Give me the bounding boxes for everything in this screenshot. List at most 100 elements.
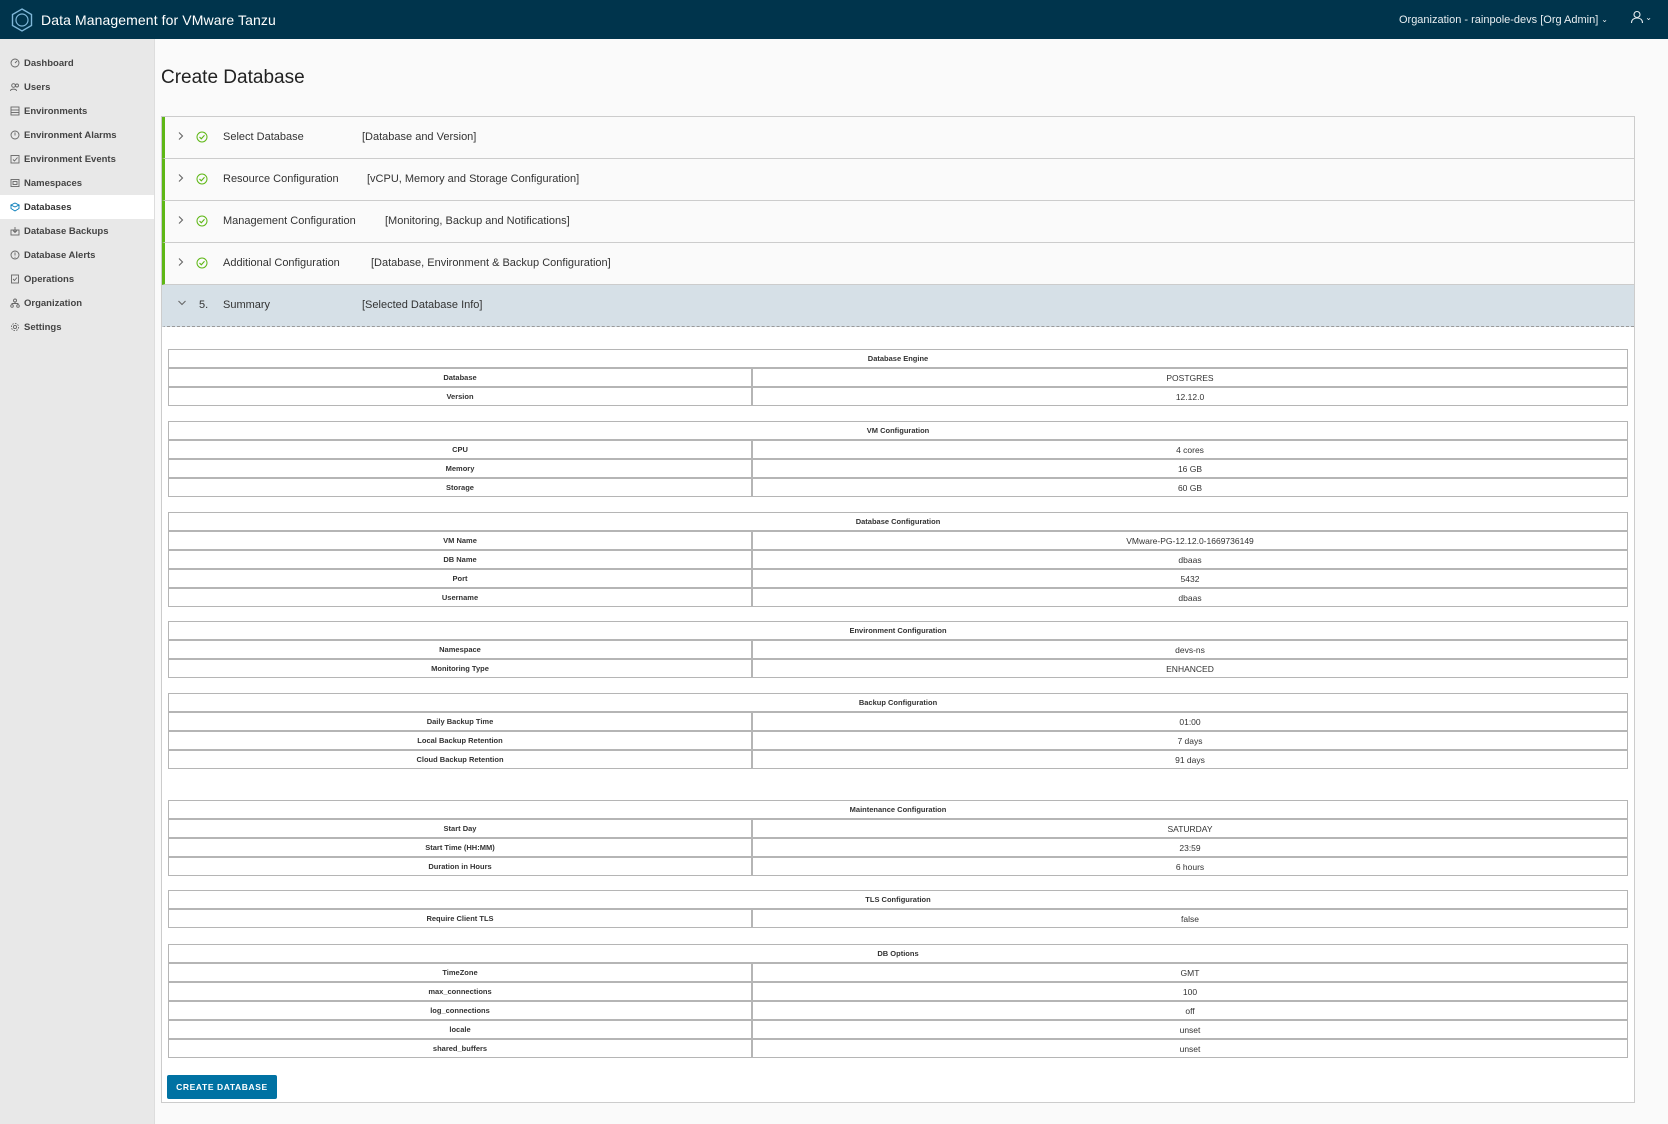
sidebar-item-label: Users: [24, 81, 51, 93]
tls-configuration-table: TLS Configuration Require Client TLS fals…: [168, 890, 1628, 928]
organization-selector[interactable]: Organization - rainpole-devs [Org Admin]…: [1399, 0, 1608, 39]
check-circle-icon: [196, 215, 208, 227]
chevron-right-icon: [178, 216, 184, 224]
table-row: log_connections off: [168, 1001, 1628, 1020]
table-row: Start Time (HH:MM) 23:59: [168, 838, 1628, 857]
row-label: log_connections: [168, 1001, 752, 1020]
row-label: Start Day: [168, 819, 752, 838]
create-database-stepper: Select Database [Database and Version] R…: [161, 116, 1635, 1103]
table-row: Namespace devs-ns: [168, 640, 1628, 659]
table-row: Start Day SATURDAY: [168, 819, 1628, 838]
table-row: Duration in Hours 6 hours: [168, 857, 1628, 876]
row-value: 4 cores: [752, 440, 1628, 459]
user-icon: [1631, 10, 1644, 24]
row-value: 91 days: [752, 750, 1628, 769]
check-circle-icon: [196, 257, 208, 269]
table-row: Storage 60 GB: [168, 478, 1628, 497]
table-row: CPU 4 cores: [168, 440, 1628, 459]
db-options-table: DB Options TimeZone GMT max_connections 10…: [168, 944, 1628, 1058]
sidebar-item-organization[interactable]: Organization: [0, 291, 154, 315]
row-value: 01:00: [752, 712, 1628, 731]
chevron-right-icon: [178, 174, 184, 182]
table-row: Database POSTGRES: [168, 368, 1628, 387]
row-label: max_connections: [168, 982, 752, 1001]
sidebar-item-settings[interactable]: Settings: [0, 315, 154, 339]
row-label: Version: [168, 387, 752, 406]
sidebar-item-database-alerts[interactable]: Database Alerts: [0, 243, 154, 267]
sidebar-item-label: Environment Alarms: [24, 129, 117, 141]
alarm-icon: [10, 130, 20, 140]
gear-icon: [10, 322, 20, 332]
row-label: Require Client TLS: [168, 909, 752, 928]
sidebar-item-label: Database Alerts: [24, 249, 96, 261]
sidebar-item-namespaces[interactable]: Namespaces: [0, 171, 154, 195]
step-description: [Database and Version]: [362, 131, 477, 143]
table-row: Username dbaas: [168, 588, 1628, 607]
row-value: ENHANCED: [752, 659, 1628, 678]
sidebar-item-label: Operations: [24, 273, 75, 285]
maintenance-configuration-table: Maintenance Configuration Start Day SATUR…: [168, 800, 1628, 876]
database-icon: [10, 202, 20, 212]
namespace-icon: [10, 179, 20, 187]
table-row: Daily Backup Time 01:00: [168, 712, 1628, 731]
step-title: Management Configuration: [223, 215, 356, 227]
step-select-database[interactable]: Select Database [Database and Version]: [162, 117, 1634, 159]
table-header: Backup Configuration: [168, 693, 1628, 712]
row-value: unset: [752, 1039, 1628, 1058]
row-value: 12.12.0: [752, 387, 1628, 406]
table-header: Maintenance Configuration: [168, 800, 1628, 819]
sidebar-item-environment-events[interactable]: Environment Events: [0, 147, 154, 171]
row-value: 60 GB: [752, 478, 1628, 497]
sidebar-item-environment-alarms[interactable]: Environment Alarms: [0, 123, 154, 147]
step-title: Select Database: [223, 131, 304, 143]
step-resource-configuration[interactable]: Resource Configuration [vCPU, Memory and…: [162, 159, 1634, 201]
create-database-button[interactable]: CREATE DATABASE: [167, 1075, 277, 1099]
table-row: locale unset: [168, 1020, 1628, 1039]
sidebar-item-database-backups[interactable]: Database Backups: [0, 219, 154, 243]
sidebar-item-dashboard[interactable]: Dashboard: [0, 51, 154, 75]
user-menu[interactable]: ⌄: [1630, 10, 1652, 24]
row-value: GMT: [752, 963, 1628, 982]
row-label: Local Backup Retention: [168, 731, 752, 750]
table-row: TimeZone GMT: [168, 963, 1628, 982]
main-content: Create Database Select Database [Databas…: [161, 39, 1635, 1124]
row-value: 6 hours: [752, 857, 1628, 876]
table-header: DB Options: [168, 944, 1628, 963]
row-value: SATURDAY: [752, 819, 1628, 838]
sidebar-item-label: Dashboard: [24, 57, 74, 69]
sidebar-item-operations[interactable]: Operations: [0, 267, 154, 291]
sidebar-nav: Dashboard Users Environments Environment…: [0, 39, 155, 1124]
step-description: [Database, Environment & Backup Configur…: [371, 257, 611, 269]
app-title: Data Management for VMware Tanzu: [41, 11, 276, 28]
sidebar-item-label: Settings: [24, 321, 62, 333]
sidebar-item-databases[interactable]: Databases: [0, 195, 154, 219]
row-label: Memory: [168, 459, 752, 478]
step-additional-configuration[interactable]: Additional Configuration [Database, Envi…: [162, 243, 1634, 285]
backup-configuration-table: Backup Configuration Daily Backup Time 01…: [168, 693, 1628, 769]
events-icon: [10, 155, 20, 164]
table-row: Local Backup Retention 7 days: [168, 731, 1628, 750]
chevron-down-icon: ⌄: [1601, 15, 1608, 24]
row-label: Duration in Hours: [168, 857, 752, 876]
table-row: VM Name VMware-PG-12.12.0-1669736149: [168, 531, 1628, 550]
row-value: dbaas: [752, 550, 1628, 569]
row-label: Cloud Backup Retention: [168, 750, 752, 769]
table-header: VM Configuration: [168, 421, 1628, 440]
step-summary[interactable]: 5. Summary [Selected Database Info]: [162, 285, 1634, 327]
row-label: CPU: [168, 440, 752, 459]
sidebar-item-environments[interactable]: Environments: [0, 99, 154, 123]
table-row: max_connections 100: [168, 982, 1628, 1001]
sidebar-item-users[interactable]: Users: [0, 75, 154, 99]
operations-icon: [11, 274, 19, 284]
row-label: Storage: [168, 478, 752, 497]
step-management-configuration[interactable]: Management Configuration [Monitoring, Ba…: [162, 201, 1634, 243]
row-value: 5432: [752, 569, 1628, 588]
check-circle-icon: [196, 173, 208, 185]
step-title: Additional Configuration: [223, 257, 340, 269]
check-circle-icon: [196, 131, 208, 143]
table-row: Cloud Backup Retention 91 days: [168, 750, 1628, 769]
sidebar-item-label: Environment Events: [24, 153, 116, 165]
row-value: dbaas: [752, 588, 1628, 607]
row-label: shared_buffers: [168, 1039, 752, 1058]
row-value: devs-ns: [752, 640, 1628, 659]
